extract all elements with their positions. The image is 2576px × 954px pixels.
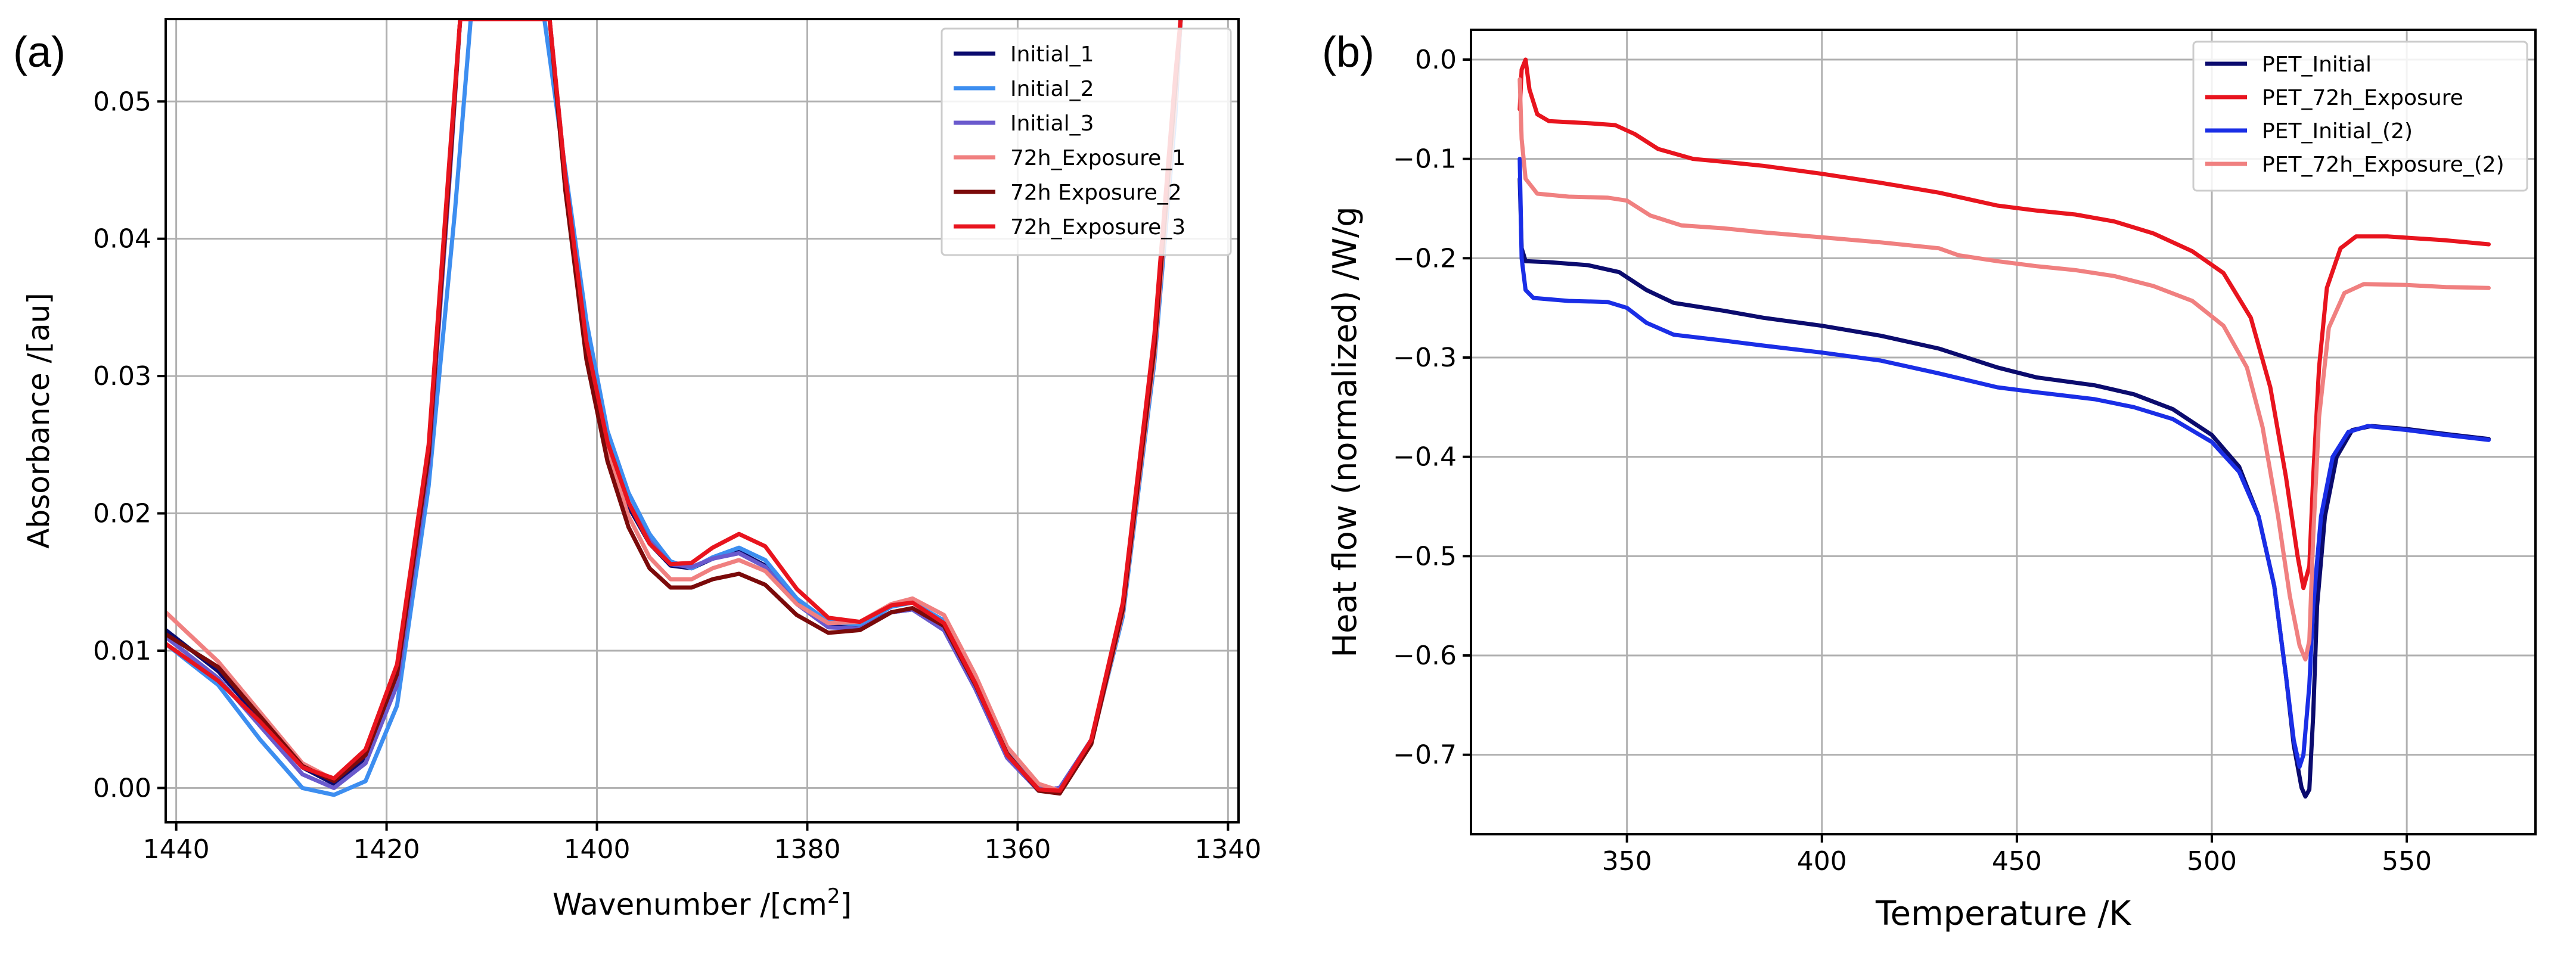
series-line-pet-initial-2-	[1517, 157, 2491, 769]
panel-b-legend: PET_Initial PET_72h_Exposure PET_Initial_(…	[2192, 41, 2528, 192]
panel-b-x-axis-label: Temperature /K	[1875, 894, 2131, 933]
legend-entry: Initial_1	[1010, 42, 1094, 67]
panel-a-y-axis-label: Absorbance /[au]	[21, 293, 56, 549]
y-tick-label: 0.0	[1415, 45, 1457, 75]
panel-a-series	[166, 19, 1183, 797]
legend-entry: PET_72h_Exposure	[2262, 86, 2463, 110]
series-line-pet-72h-exposure	[1517, 57, 2491, 591]
y-tick-label: 0.00	[93, 773, 151, 803]
panel-label-b: (b)	[1322, 29, 1374, 76]
panel-a-legend-box	[941, 27, 1232, 256]
x-tick-label: 450	[1992, 846, 2042, 877]
legend-entry: Initial_2	[1010, 77, 1094, 101]
y-tick-label: −0.4	[1393, 442, 1457, 473]
y-tick-label: −0.1	[1393, 144, 1457, 175]
panel-label-a: (a)	[13, 29, 66, 76]
y-tick-label: 0.03	[93, 361, 151, 391]
x-tick-label: 500	[2187, 846, 2237, 877]
panel-a-y-ticks: 0.00 0.01 0.02 0.03 0.04 0.05	[93, 86, 166, 803]
series-line-pet-initial	[1517, 176, 2491, 799]
y-tick-label: −0.5	[1393, 541, 1457, 571]
panel-b-series	[1517, 57, 2491, 799]
series-line-pet-72h-exposure-2-	[1517, 77, 2491, 662]
x-tick-label: 1380	[774, 834, 840, 865]
x-tick-label: 400	[1797, 846, 1847, 877]
legend-entry: PET_Initial	[2262, 52, 2372, 77]
legend-entry: PET_72h_Exposure_(2)	[2262, 153, 2504, 177]
legend-entry: Initial_3	[1010, 111, 1094, 136]
legend-entry: 72h_Exposure_1	[1010, 146, 1185, 170]
y-tick-label: 0.04	[93, 224, 151, 254]
panel-a-axes-frame	[165, 18, 1240, 824]
panel-a: (a) 1440 1420 1400 1380 1360 1340 0.000.010.0…	[13, 18, 1261, 922]
panel-a-x-axis-label: Wavenumber /[cm2]	[553, 884, 852, 922]
y-tick-label: −0.7	[1393, 740, 1457, 770]
y-tick-label: −0.2	[1393, 243, 1457, 274]
panel-b-y-axis-label: Heat flow (normalized) /W/g	[1326, 206, 1364, 657]
panel-a-legend: Initial_1 Initial_2 Initial_3 72h_Exposure_…	[941, 27, 1232, 256]
legend-entry: 72h_Exposure_3	[1010, 215, 1185, 240]
y-tick-label: −0.6	[1393, 641, 1457, 671]
panel-b-y-ticks: 0.0 −0.1 −0.2 −0.3 −0.4 −0.5 −0.6 −0.7	[1393, 45, 1471, 770]
legend-entry: 72h Exposure_2	[1010, 181, 1182, 205]
panel-b: (b) 350 400 450 500 550 0.0 −0.1 −0.2 −0.3 −0.4 −…	[1322, 29, 2537, 933]
panel-b-x-ticks: 350 400 450 500 550	[1602, 834, 2432, 877]
panel-b-axes-frame	[1470, 29, 2537, 835]
y-tick-label: −0.3	[1393, 343, 1457, 373]
x-tick-label: 1360	[984, 834, 1051, 865]
y-tick-label: 0.01	[93, 636, 151, 666]
panel-a-x-ticks: 1440 1420 1400 1380 1360 1340	[143, 822, 1261, 865]
y-tick-label: 0.02	[93, 499, 151, 529]
x-tick-label: 550	[2382, 846, 2432, 877]
x-tick-label: 1340	[1194, 834, 1261, 865]
panel-b-legend-box	[2192, 41, 2528, 192]
x-tick-label: 1400	[564, 834, 631, 865]
x-tick-label: 350	[1602, 846, 1652, 877]
y-tick-label: 0.05	[93, 86, 151, 117]
series-line-72h-exposure-3	[166, 19, 1183, 793]
x-tick-label: 1440	[143, 834, 210, 865]
x-tick-label: 1420	[353, 834, 420, 865]
legend-entry: PET_Initial_(2)	[2262, 119, 2413, 144]
